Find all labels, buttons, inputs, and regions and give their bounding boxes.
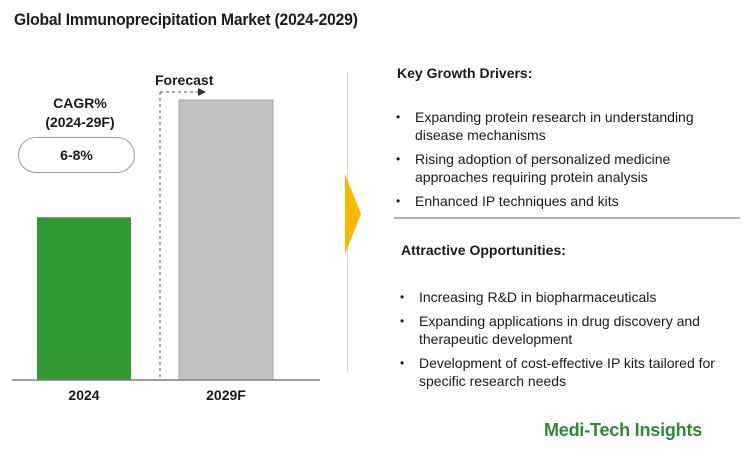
opportunities-list: Increasing R&D in biopharmaceuticals Exp… <box>400 288 740 396</box>
drivers-heading: Key Growth Drivers: <box>397 65 533 81</box>
cagr-title: CAGR% (2024-29F) <box>40 94 120 132</box>
brand-logo: Medi-Tech Insights <box>544 420 703 440</box>
chevron-right-icon <box>345 174 361 254</box>
cagr-value: 6-8% <box>60 147 93 163</box>
list-item: Expanding protein research in understand… <box>396 108 736 144</box>
list-item: Enhanced IP techniques and kits <box>396 192 736 210</box>
opportunities-heading: Attractive Opportunities: <box>401 242 566 258</box>
cagr-title-line1: CAGR% <box>53 95 107 111</box>
section-divider <box>394 217 740 219</box>
bar-2029f <box>178 99 274 381</box>
cagr-value-pill: 6-8% <box>18 137 135 173</box>
list-item: Expanding applications in drug discovery… <box>400 312 740 348</box>
list-item: Increasing R&D in biopharmaceuticals <box>400 288 740 306</box>
category-label-2024: 2024 <box>68 387 100 403</box>
category-label-2029f: 2029F <box>206 387 246 403</box>
drivers-list: Expanding protein research in understand… <box>396 108 736 216</box>
list-item: Rising adoption of personalized medicine… <box>396 150 736 186</box>
bar-chart <box>12 88 320 381</box>
list-item: Development of cost-effective IP kits ta… <box>400 354 740 390</box>
forecast-label: Forecast <box>155 72 214 88</box>
forecast-arrow-icon <box>198 88 206 96</box>
page-title: Global Immunoprecipitation Market (2024-… <box>14 10 358 29</box>
cagr-title-line2: (2024-29F) <box>45 114 115 130</box>
bar-2024 <box>37 217 131 380</box>
